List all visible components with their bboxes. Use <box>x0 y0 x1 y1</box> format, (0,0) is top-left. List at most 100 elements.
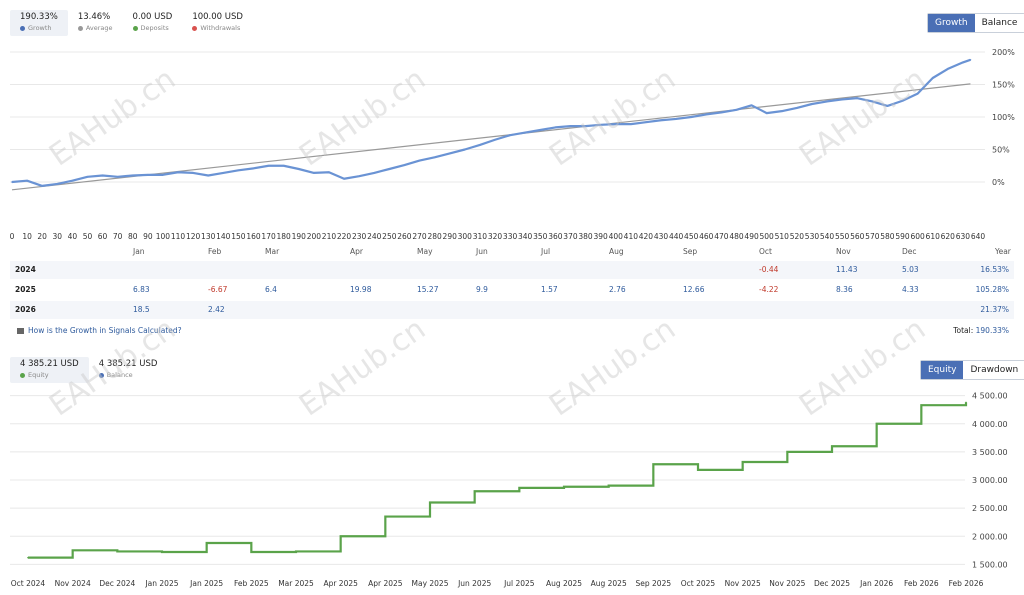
stat-average[interactable]: 13.46% Average <box>68 10 123 36</box>
month-header: Jun <box>476 247 488 256</box>
growth-point <box>358 175 360 177</box>
growth-point <box>116 176 119 178</box>
table-row: 2026 18.5 2.42 21.37% <box>10 301 1014 319</box>
x-tick-label: 630 <box>956 232 971 241</box>
table-row: 2024 -0.44 11.43 5.03 16.53% <box>10 261 1014 279</box>
equity-chart: 4 500.00 4 000.00 3 500.00 3 000.00 2 500.00… <box>10 392 1008 588</box>
equity-point <box>518 487 521 489</box>
month-value-cell: 5.03 <box>902 265 919 274</box>
y-tick-label: 2 500.00 <box>972 504 1008 513</box>
growth-point <box>599 124 602 126</box>
balance-tab[interactable]: Balance <box>974 14 1024 32</box>
growth-point <box>207 174 210 177</box>
x-tick-label: 410 <box>624 232 639 241</box>
x-tick-label: 140 <box>216 232 231 241</box>
x-tick-label: 600 <box>910 232 925 241</box>
month-value-cell: -0.44 <box>759 265 779 274</box>
x-tick-label: Feb 2026 <box>949 579 984 588</box>
x-tick-label: Jun 2025 <box>457 579 491 588</box>
y-tick-label: 4 000.00 <box>972 420 1008 429</box>
drawdown-tab[interactable]: Drawdown <box>963 361 1024 379</box>
month-value-cell: 11.43 <box>836 265 858 274</box>
equity-point <box>607 484 610 487</box>
growth-point <box>448 152 451 155</box>
growth-point <box>373 172 376 174</box>
x-tick-label: 580 <box>880 232 895 241</box>
x-tick-label: 590 <box>895 232 910 241</box>
x-tick-label: Dec 2025 <box>814 579 850 588</box>
x-tick-label: 80 <box>128 232 138 241</box>
stat-withdrawals[interactable]: 100.00 USD Withdrawals <box>182 10 253 36</box>
growth-point <box>969 59 972 61</box>
y-tick-label: 0% <box>992 178 1005 187</box>
stat-equity[interactable]: 4 385.21 USD Equity <box>10 357 89 383</box>
growth-point <box>660 119 662 122</box>
month-header: Feb <box>208 247 222 256</box>
growth-chart-toggle: Growth Balance <box>927 13 1024 33</box>
y-tick-label: 150% <box>992 81 1015 90</box>
equity-point <box>786 451 789 453</box>
growth-point <box>388 168 391 170</box>
equity-tab[interactable]: Equity <box>921 361 964 379</box>
growth-point <box>690 116 693 118</box>
growth-point <box>101 174 104 177</box>
x-tick-label: 550 <box>835 232 850 241</box>
x-tick-label: 500 <box>760 232 775 241</box>
stat-deposits[interactable]: 0.00 USD Deposits <box>123 10 183 36</box>
growth-point <box>86 176 89 178</box>
stat-value: 190.33% <box>20 12 58 22</box>
x-tick-label: 130 <box>201 232 216 241</box>
growth-help-link[interactable]: How is the Growth in Signals Calculated? <box>28 326 182 335</box>
y-tick-label: 1 500.00 <box>972 560 1008 569</box>
month-header: Jul <box>541 247 551 256</box>
month-value-cell: 9.9 <box>476 285 488 294</box>
growth-point <box>433 156 436 159</box>
growth-point <box>947 68 949 70</box>
x-tick-label: Feb 2025 <box>234 579 269 588</box>
month-header: Oct <box>759 247 772 256</box>
equity-point <box>741 461 744 463</box>
growth-point <box>131 174 134 177</box>
trend-line <box>11 83 971 191</box>
y-tick-label: 2 000.00 <box>972 532 1008 541</box>
x-tick-label: 350 <box>533 232 548 241</box>
x-tick-label: 470 <box>714 232 729 241</box>
growth-point <box>614 123 617 125</box>
year-cell: 2025 <box>15 285 36 294</box>
x-tick-label: 150 <box>231 232 246 241</box>
stat-growth[interactable]: 190.33% Growth <box>10 10 68 36</box>
growth-point <box>56 183 59 185</box>
year-total-cell: 21.37% <box>980 305 1009 314</box>
x-tick-label: 430 <box>654 232 669 241</box>
stat-label: Withdrawals <box>192 23 243 34</box>
month-value-cell: 2.42 <box>208 305 225 314</box>
growth-point <box>162 174 164 176</box>
x-tick-label: Aug 2025 <box>591 579 627 588</box>
x-tick-label: 60 <box>98 232 108 241</box>
y-tick-label: 50% <box>992 146 1010 155</box>
x-tick-label: 360 <box>548 232 563 241</box>
stat-value: 100.00 USD <box>192 12 243 22</box>
growth-point <box>675 118 677 120</box>
month-header: Jan <box>133 247 145 256</box>
growth-point <box>418 159 421 162</box>
x-tick-label: 190 <box>292 232 307 241</box>
x-tick-label: 230 <box>352 232 367 241</box>
growth-point <box>720 111 723 114</box>
x-tick-label: Aug 2025 <box>546 579 582 588</box>
x-tick-label: 380 <box>578 232 593 241</box>
month-value-cell: 19.98 <box>350 285 372 294</box>
month-header: Aug <box>609 247 624 256</box>
growth-point <box>886 105 889 107</box>
equity-point <box>71 549 74 552</box>
table-header: Jan Feb Mar Apr May Jun Jul Aug Sep Oct Nov Dec Year <box>0 227 1024 256</box>
month-header: Nov <box>836 247 851 256</box>
year-cell: 2024 <box>15 265 36 274</box>
growth-tab[interactable]: Growth <box>928 14 975 32</box>
y-tick-label: 100% <box>992 113 1015 122</box>
x-tick-label: 620 <box>941 232 956 241</box>
month-value-cell: 8.36 <box>836 285 853 294</box>
stat-balance[interactable]: 4 385.21 USD Balance <box>89 357 168 383</box>
growth-point <box>765 112 768 114</box>
x-tick-label: 0 <box>10 232 15 241</box>
